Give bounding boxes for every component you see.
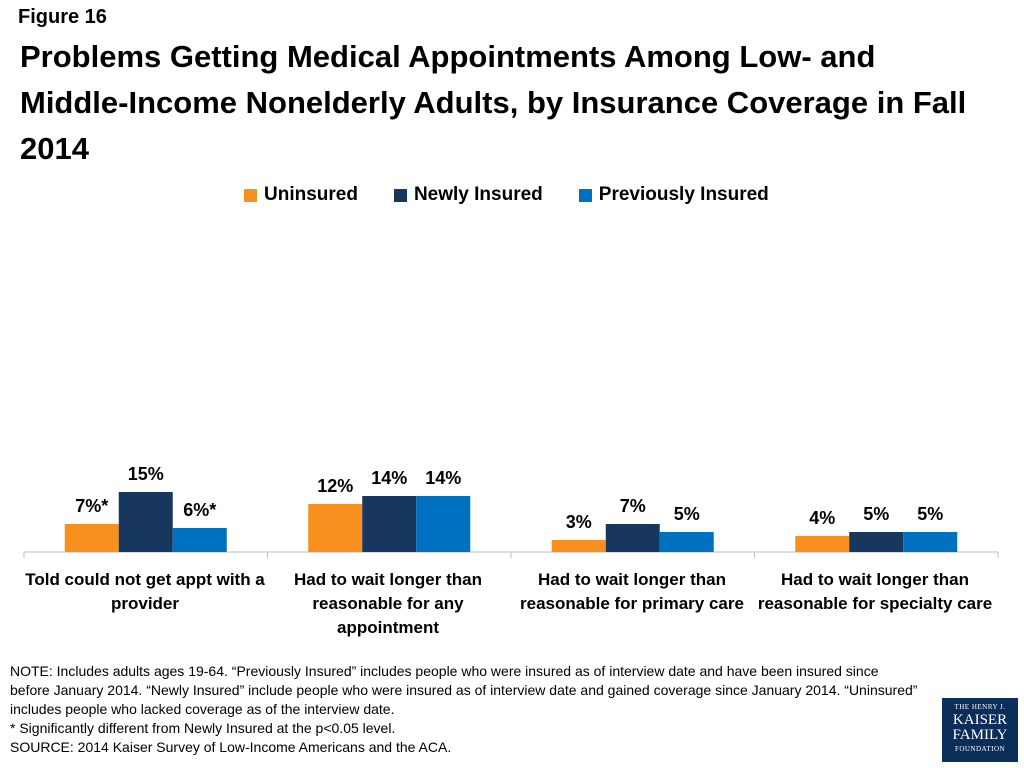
chart-title: Problems Getting Medical Appointments Am… [20,39,967,166]
legend-item-newly-insured: Newly Insured [393,184,543,206]
legend-label-newly-insured: Newly Insured [413,184,543,205]
data-label-newly-insured-4: 5% [863,504,889,524]
bar-uninsured-1 [64,524,119,552]
note-text: NOTE: Includes adults ages 19-64. “Previ… [10,663,918,717]
figure-label: Figure 16 [18,6,107,28]
data-label-uninsured-2: 12% [317,476,353,496]
data-label-uninsured-3: 3% [566,512,592,532]
data-label-previously-insured-4: 5% [917,504,943,524]
bar-newly-insured-4 [849,532,904,552]
bar-newly-insured-1 [118,492,173,552]
legend-label-uninsured: Uninsured [264,184,358,205]
source-note: SOURCE: 2014 Kaiser Survey of Low-Income… [10,739,452,755]
bar-previously-insured-4 [903,532,958,552]
category-label-3: Had to wait longer than reasonable for p… [520,570,744,613]
bar-uninsured-4 [795,536,850,552]
data-label-previously-insured-2: 14% [425,468,461,488]
data-label-newly-insured-3: 7% [620,496,646,516]
bar-uninsured-3 [551,540,606,552]
legend-label-previously-insured: Previously Insured [598,184,769,205]
legend-item-uninsured: Uninsured [244,184,358,206]
bar-uninsured-2 [308,504,363,552]
category-label-4: Had to wait longer than reasonable for s… [757,570,993,613]
bar-newly-insured-3 [605,524,660,552]
legend-swatch-newly-insured [393,188,407,202]
bar-previously-insured-3 [659,532,714,552]
data-label-newly-insured-1: 15% [128,464,164,484]
data-label-newly-insured-2: 14% [371,468,407,488]
data-label-previously-insured-3: 5% [674,504,700,524]
bar-previously-insured-1 [172,528,227,552]
legend-swatch-previously-insured [578,188,592,202]
data-label-previously-insured-1: 6%* [183,500,216,520]
significance-note: * Significantly different from Newly Ins… [10,720,396,736]
chart-note: NOTE: Includes adults ages 19-64. “Previ… [10,662,920,757]
chart-legend: Uninsured Newly Insured Previously Insur… [244,184,805,206]
legend-swatch-uninsured [244,188,257,202]
kff-logo: THE HENRY J. KAISER FAMILY FOUNDATION [942,698,1018,762]
data-label-uninsured-1: 7%* [75,496,108,516]
bar-chart: 7%* 15% 6%* 12% 14% 14% 3% 7% 5% 4% 5% 5% [23,464,999,558]
data-label-uninsured-4: 4% [809,508,835,528]
bar-newly-insured-2 [362,496,417,552]
category-label-1: Told could not get appt with a provider [25,570,265,613]
bar-previously-insured-2 [416,496,471,552]
category-label-2: Had to wait longer than reasonable for a… [294,570,482,637]
legend-item-previously-insured: Previously Insured [578,184,769,206]
